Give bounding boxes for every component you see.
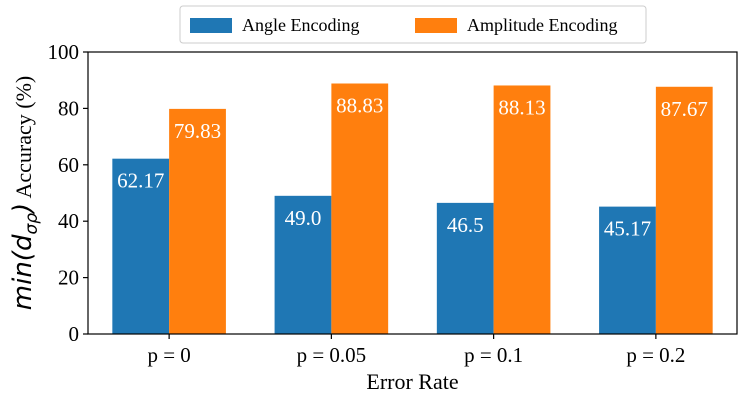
- legend-swatch: [190, 18, 232, 33]
- y-axis-title-math: min(d: [8, 234, 38, 310]
- bar-angle-2: [436, 202, 494, 334]
- bar-value-label: 79.83: [174, 119, 221, 143]
- y-tick-label: 80: [58, 96, 79, 120]
- y-tick-label: 60: [58, 153, 79, 177]
- y-axis-title-text: Accuracy (%): [11, 76, 36, 203]
- bar-angle-0: [112, 158, 170, 334]
- bar-amplitude-2: [493, 85, 551, 335]
- bar-value-label: 45.17: [604, 217, 651, 241]
- bar-value-label: 46.5: [447, 213, 484, 237]
- bar-labels-layer: 62.17 79.83 49.0 88.83 46.5 88.13 45.17 87.67: [117, 93, 708, 240]
- bar-angle-1: [274, 195, 332, 334]
- bar-amplitude-3: [655, 86, 713, 334]
- x-axis-ticks: p = 0 p = 0.05 p = 0.1 p = 0.2: [147, 334, 685, 367]
- bar-angle-3: [599, 206, 656, 334]
- y-axis-ticks: 0 20 40 60 80 100: [48, 40, 88, 346]
- bar-value-label: 87.67: [661, 97, 708, 121]
- y-tick-label: 0: [69, 322, 80, 346]
- legend-label: Angle Encoding: [242, 15, 359, 35]
- y-axis-title-math-sub: σρ: [22, 213, 42, 235]
- legend-swatch: [415, 18, 457, 33]
- legend-label: Amplitude Encoding: [467, 15, 617, 35]
- bar-value-label: 62.17: [117, 169, 164, 193]
- y-tick-label: 100: [48, 40, 80, 64]
- legend-box: [179, 5, 647, 44]
- x-tick-label: p = 0: [147, 343, 190, 367]
- x-axis-title: Error Rate: [366, 369, 458, 394]
- legend: Angle Encoding Amplitude Encoding: [179, 5, 647, 44]
- legend-items: Angle Encoding Amplitude Encoding: [190, 15, 617, 35]
- bar-value-label: 88.13: [498, 95, 545, 119]
- y-axis-title-math-close: ): [8, 203, 38, 215]
- y-tick-label: 20: [58, 266, 79, 290]
- y-axis-title: min(dσρ) Accuracy (%): [8, 76, 42, 310]
- bar-amplitude-1: [331, 83, 389, 335]
- y-tick-label: 40: [58, 209, 79, 233]
- bar-value-label: 88.83: [336, 93, 383, 117]
- bar-value-label: 49.0: [285, 206, 322, 230]
- x-tick-label: p = 0.1: [464, 343, 523, 367]
- bar-amplitude-0: [169, 108, 226, 335]
- plot-frame: [87, 51, 738, 335]
- bars-layer: [112, 83, 713, 335]
- x-tick-label: p = 0.2: [626, 343, 685, 367]
- x-tick-label: p = 0.05: [297, 343, 367, 367]
